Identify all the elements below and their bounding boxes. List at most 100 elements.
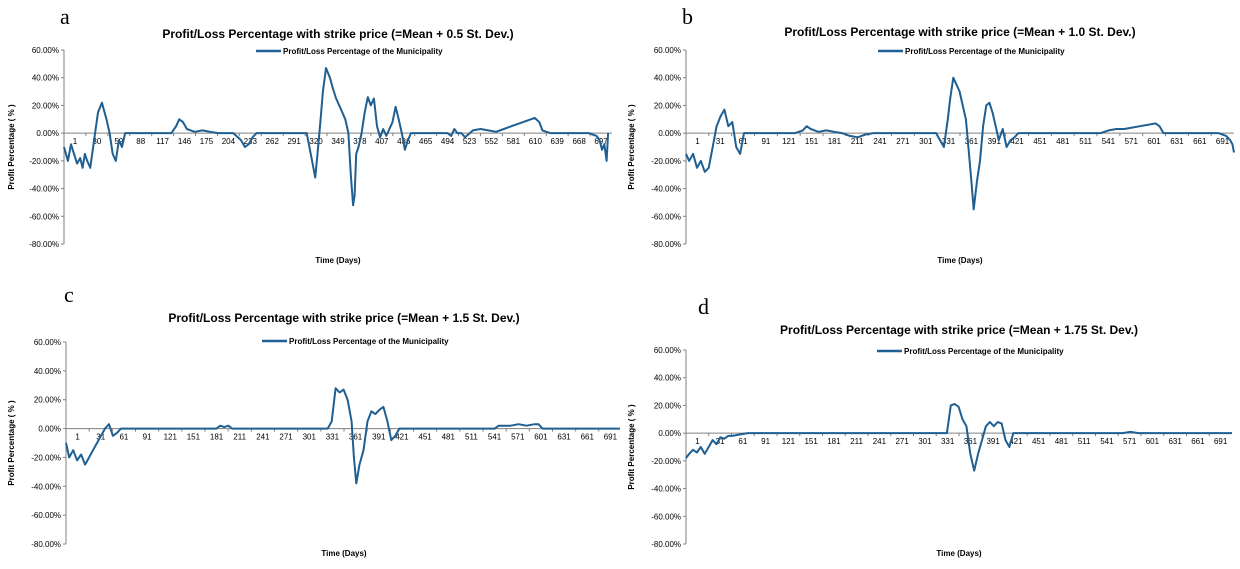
x-tick-label: 601 xyxy=(534,433,548,442)
series-line-profit-loss xyxy=(685,76,1235,211)
x-tick-label: 331 xyxy=(326,433,340,442)
x-tick-label: 571 xyxy=(1123,437,1137,446)
y-tick-label: 0.00% xyxy=(38,425,61,434)
x-tick-label: 91 xyxy=(761,137,770,146)
x-tick-label: 421 xyxy=(395,433,409,442)
chart-title: Profit/Loss Percentage with strike price… xyxy=(784,25,1135,39)
x-tick-label: 610 xyxy=(529,137,543,146)
y-axis-label: Profit Percentage ( % ) xyxy=(627,404,636,490)
y-tick-label: 0.00% xyxy=(36,129,59,138)
y-tick-label: -60.00% xyxy=(651,212,681,221)
y-tick-label: -60.00% xyxy=(651,512,681,521)
x-tick-label: 88 xyxy=(136,137,145,146)
chart-c: Profit/Loss Percentage with strike price… xyxy=(7,311,622,558)
chart-title: Profit/Loss Percentage with strike price… xyxy=(168,311,519,325)
y-tick-label: 20.00% xyxy=(32,101,59,110)
chart-title: Profit/Loss Percentage with strike price… xyxy=(780,323,1138,337)
x-tick-label: 661 xyxy=(581,433,595,442)
x-tick-label: 91 xyxy=(143,433,152,442)
y-tick-label: -60.00% xyxy=(31,511,61,520)
x-tick-label: 571 xyxy=(1125,137,1139,146)
y-tick-label: -40.00% xyxy=(31,482,61,491)
panel-a: a Profit/Loss Percentage with strike pri… xyxy=(0,0,620,282)
x-tick-label: 151 xyxy=(805,137,819,146)
x-tick-label: 301 xyxy=(303,433,317,442)
x-tick-label: 31 xyxy=(716,137,725,146)
x-tick-label: 697 xyxy=(594,137,608,146)
x-tick-label: 121 xyxy=(782,137,796,146)
x-tick-label: 181 xyxy=(827,437,841,446)
y-tick-label: -20.00% xyxy=(29,157,59,166)
legend: Profit/Loss Percentage of the Municipali… xyxy=(262,337,449,346)
x-tick-label: 661 xyxy=(1191,437,1205,446)
y-axis-label: Profit Percentage ( % ) xyxy=(627,104,636,190)
x-tick-label: 241 xyxy=(873,137,887,146)
y-tick-label: 40.00% xyxy=(34,367,61,376)
y-tick-label: -40.00% xyxy=(29,185,59,194)
x-tick-label: 320 xyxy=(309,137,323,146)
x-tick-label: 181 xyxy=(210,433,224,442)
y-axis-label: Profit Percentage ( % ) xyxy=(7,104,16,190)
x-axis-label: Time (Days) xyxy=(937,256,983,265)
x-tick-label: 407 xyxy=(375,137,389,146)
x-tick-label: 241 xyxy=(256,433,270,442)
x-tick-label: 691 xyxy=(1216,137,1230,146)
x-tick-label: 541 xyxy=(1100,437,1114,446)
x-tick-label: 331 xyxy=(941,437,955,446)
y-tick-label: -20.00% xyxy=(31,453,61,462)
legend-label: Profit/Loss Percentage of the Municipali… xyxy=(905,47,1065,56)
x-tick-label: 391 xyxy=(988,137,1002,146)
series-line-profit-loss xyxy=(65,387,622,485)
x-tick-label: 291 xyxy=(287,137,301,146)
panel-b-letter: b xyxy=(682,4,693,29)
x-tick-label: 668 xyxy=(572,137,586,146)
y-tick-label: 60.00% xyxy=(654,346,681,355)
x-tick-label: 301 xyxy=(919,137,933,146)
x-tick-label: 451 xyxy=(1032,437,1046,446)
y-tick-label: 20.00% xyxy=(34,396,61,405)
x-tick-label: 241 xyxy=(873,437,887,446)
y-tick-label: -20.00% xyxy=(651,157,681,166)
x-tick-label: 211 xyxy=(233,433,246,442)
x-axis-label: Time (Days) xyxy=(315,256,361,265)
x-axis-label: Time (Days) xyxy=(936,549,982,558)
x-tick-label: 541 xyxy=(488,433,502,442)
x-tick-label: 421 xyxy=(1009,437,1023,446)
x-tick-label: 494 xyxy=(441,137,455,146)
x-tick-label: 117 xyxy=(156,137,169,146)
x-tick-label: 151 xyxy=(804,437,818,446)
y-tick-label: 60.00% xyxy=(32,46,59,55)
x-tick-label: 121 xyxy=(164,433,178,442)
panel-a-letter: a xyxy=(60,4,70,29)
x-tick-label: 511 xyxy=(1079,137,1092,146)
y-tick-label: -20.00% xyxy=(651,457,681,466)
x-tick-label: 481 xyxy=(1056,137,1070,146)
x-tick-label: 481 xyxy=(442,433,456,442)
y-tick-label: 40.00% xyxy=(654,374,681,383)
x-tick-label: 601 xyxy=(1147,137,1161,146)
y-tick-label: -40.00% xyxy=(651,485,681,494)
x-tick-label: 262 xyxy=(266,137,280,146)
x-tick-label: 31 xyxy=(716,437,725,446)
y-tick-label: 60.00% xyxy=(34,338,61,347)
x-tick-label: 691 xyxy=(1214,437,1228,446)
legend: Profit/Loss Percentage of the Municipali… xyxy=(877,347,1064,356)
y-axis-label: Profit Percentage ( % ) xyxy=(7,400,16,486)
x-tick-label: 61 xyxy=(119,433,128,442)
y-tick-label: 40.00% xyxy=(32,74,59,83)
x-tick-label: 571 xyxy=(511,433,525,442)
x-tick-label: 349 xyxy=(331,137,345,146)
x-tick-label: 691 xyxy=(604,433,618,442)
x-tick-label: 451 xyxy=(418,433,432,442)
y-tick-label: -60.00% xyxy=(29,212,59,221)
x-tick-label: 601 xyxy=(1146,437,1160,446)
x-tick-label: 121 xyxy=(782,437,796,446)
y-tick-label: 0.00% xyxy=(658,129,681,138)
x-tick-label: 361 xyxy=(964,437,978,446)
series-line-profit-loss xyxy=(63,67,610,207)
x-tick-label: 581 xyxy=(507,137,521,146)
x-tick-label: 511 xyxy=(1078,437,1091,446)
x-axis-label: Time (Days) xyxy=(321,549,367,558)
x-tick-label: 30 xyxy=(92,137,101,146)
panel-d-letter: d xyxy=(698,294,709,319)
